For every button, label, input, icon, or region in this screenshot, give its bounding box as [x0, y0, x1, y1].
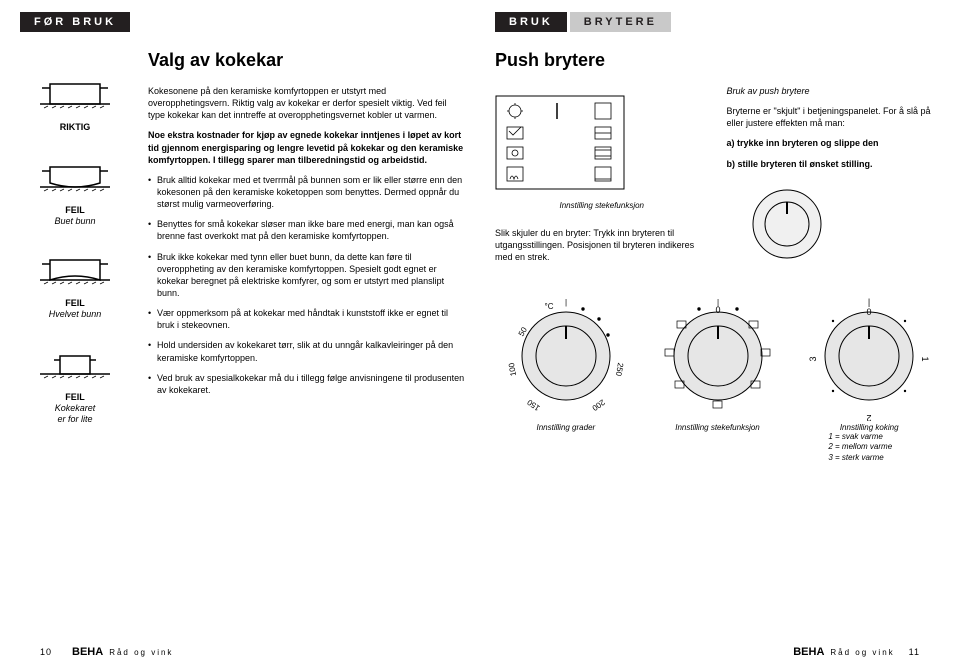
page-left: FØR BRUK	[0, 0, 480, 666]
knob-function: | 0	[647, 291, 789, 463]
left-text: Valg av kokekar Kokesonene på den kerami…	[148, 50, 465, 452]
svg-text:°C: °C	[544, 302, 553, 311]
footer-right: BEHA Råd og vink 11	[480, 646, 960, 658]
svg-text:100: 100	[507, 362, 518, 377]
pot-concave-icon	[30, 254, 120, 294]
svg-text:200: 200	[590, 398, 607, 413]
header-tabs-right: BRUK BRYTERE	[495, 12, 940, 32]
brand-logo: BEHA	[72, 646, 103, 658]
intro-para: Kokesonene på den keramiske komfyrtoppen…	[148, 85, 465, 121]
knob-temp-icon: | °C 50 100 150 200 250	[501, 291, 631, 421]
pot-sublabel: Kokekaret er for lite	[20, 403, 130, 425]
push-panel-icon	[495, 95, 625, 190]
svg-text:3: 3	[808, 357, 818, 362]
pot-label: FEIL	[20, 392, 130, 403]
knob-power-icon: | 0 1 2 3	[804, 291, 934, 421]
push-knob-icon	[727, 184, 847, 264]
para-hide-knob: Slik skjuler du en bryter: Trykk inn bry…	[495, 227, 709, 263]
push-panel-col: Innstilling stekefunksjon Slik skjuler d…	[495, 85, 709, 271]
tab-bruk: BRUK	[495, 12, 567, 32]
brand-logo: BEHA	[793, 646, 824, 658]
footer-sub: Råd og vink	[830, 648, 894, 657]
bullet-item: Ved bruk av spesialkokekar må du i tille…	[148, 372, 465, 396]
page-number: 11	[909, 647, 920, 657]
pot-sublabel: Buet bunn	[20, 216, 130, 227]
pot-flat-icon	[30, 78, 120, 118]
section-title: Valg av kokekar	[148, 50, 465, 71]
page-number: 10	[40, 647, 52, 657]
svg-text:150: 150	[525, 397, 542, 412]
push-step-a: a) trykke inn bryteren og slippe den	[727, 137, 941, 149]
push-para: Bryterne er "skjult" i betjeningspanelet…	[727, 105, 941, 129]
page-right: BRUK BRYTERE Push brytere	[480, 0, 960, 666]
pot-convex-icon	[30, 161, 120, 201]
section-title: Push brytere	[495, 50, 940, 71]
svg-text:0: 0	[715, 305, 720, 315]
tab-brytere: BRYTERE	[570, 12, 671, 32]
tab-for-bruk: FØR BRUK	[20, 12, 130, 32]
push-step-b: b) stille bryteren til ønsket stilling.	[727, 158, 941, 170]
bold-para: Noe ekstra kostnader for kjøp av egnede …	[148, 129, 465, 165]
svg-text:2: 2	[867, 413, 872, 421]
pot-small: FEIL Kokekaret er for lite	[20, 348, 130, 424]
knob-caption: Innstilling koking	[798, 423, 940, 432]
pot-label: RIKTIG	[20, 122, 130, 133]
header-tabs-left: FØR BRUK	[20, 12, 465, 32]
pot-sublabel: Hvelvet bunn	[20, 309, 130, 320]
legend-line: 2 = mellom varme	[828, 442, 940, 452]
knob-temperature: | °C 50 100 150 200 250 Innstilling gra	[495, 291, 637, 463]
pot-concave: FEIL Hvelvet bunn	[20, 254, 130, 320]
pot-label: FEIL	[20, 298, 130, 309]
knob-caption: Innstilling stekefunksjon	[647, 423, 789, 432]
bullet-item: Hold undersiden av kokekaret tørr, slik …	[148, 339, 465, 363]
pot-small-icon	[30, 348, 120, 388]
pot-illustrations: RIKTIG FEIL	[20, 50, 130, 452]
svg-text:1: 1	[920, 357, 930, 362]
bullet-item: Vær oppmerksom på at kokekar med håndtak…	[148, 307, 465, 331]
pot-convex: FEIL Buet bunn	[20, 161, 130, 227]
pot-label: FEIL	[20, 205, 130, 216]
push-panel-caption: Innstilling stekefunksjon	[495, 201, 709, 211]
svg-text:0: 0	[867, 307, 872, 317]
svg-text:|: |	[868, 297, 870, 307]
svg-text:250: 250	[614, 362, 625, 377]
knob-legend: 1 = svak varme 2 = mellom varme 3 = ster…	[798, 432, 940, 463]
knob-power: | 0 1 2 3 Innstilling koking 1	[798, 291, 940, 463]
bullet-list: Bruk alltid kokekar med et tverrmål på b…	[148, 174, 465, 396]
bullet-item: Bruk ikke kokekar med tynn eller buet bu…	[148, 251, 465, 300]
push-text-col: Bruk av push brytere Bryterne er "skjult…	[727, 85, 941, 271]
footer-left: 10 BEHA Råd og vink	[0, 646, 480, 658]
pot-correct: RIKTIG	[20, 78, 130, 133]
legend-line: 1 = svak varme	[828, 432, 940, 442]
svg-text:|: |	[565, 298, 567, 307]
bullet-item: Bruk alltid kokekar med et tverrmål på b…	[148, 174, 465, 210]
legend-line: 3 = sterk varme	[828, 453, 940, 463]
knobs-row: | °C 50 100 150 200 250 Innstilling gra	[495, 291, 940, 463]
knob-caption: Innstilling grader	[495, 423, 637, 432]
knob-func-icon: | 0	[653, 291, 783, 421]
footer-sub: Råd og vink	[109, 648, 173, 657]
push-subtitle: Bruk av push brytere	[727, 85, 941, 97]
bullet-item: Benyttes for små kokekar sløser man ikke…	[148, 218, 465, 242]
